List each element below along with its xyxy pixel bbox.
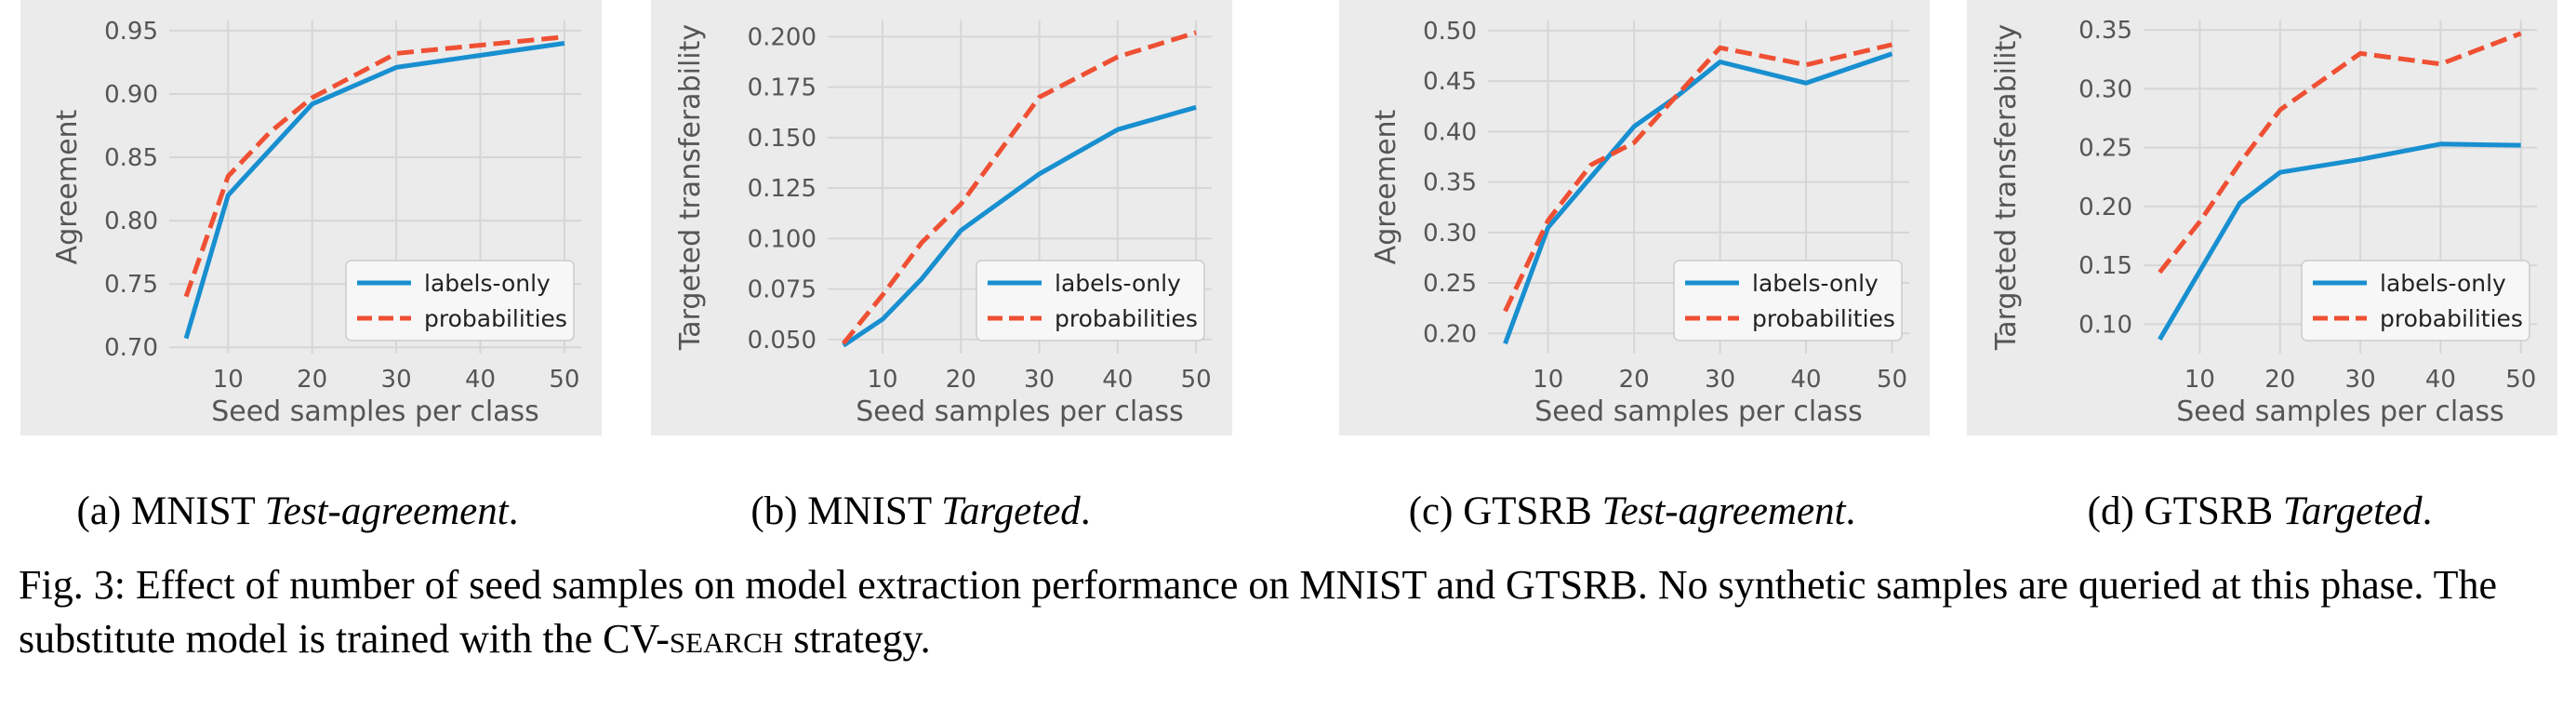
y-tick-label: 0.25 <box>1423 270 1477 298</box>
chart-background <box>651 0 1232 435</box>
y-tick-label: 0.70 <box>104 334 158 362</box>
x-tick-label: 20 <box>297 366 327 394</box>
legend: labels-only probabilities <box>2301 260 2530 342</box>
y-tick-label: 0.40 <box>1423 118 1477 146</box>
subcaption-d: (d) GTSRB Targeted. <box>2087 489 2433 533</box>
legend: labels-only probabilities <box>345 260 575 342</box>
y-tick-label: 0.075 <box>748 276 817 304</box>
subcaption-b: (b) MNIST Targeted. <box>750 489 1091 533</box>
y-tick-label: 0.200 <box>748 23 817 51</box>
legend: labels-only probabilities <box>1673 260 1903 342</box>
y-tick-label: 0.85 <box>104 144 158 172</box>
y-tick-label: 0.175 <box>748 74 817 102</box>
x-axis-label: Seed samples per class <box>211 395 539 428</box>
y-tick-label: 0.30 <box>2078 75 2132 103</box>
legend: labels-only probabilities <box>976 260 1205 342</box>
figure-caption: Fig. 3: Effect of number of seed samples… <box>19 562 2498 662</box>
x-tick-label: 50 <box>1877 366 1907 394</box>
x-tick-label: 10 <box>2184 366 2215 394</box>
x-tick-label: 10 <box>1533 366 1563 394</box>
y-tick-label: 0.100 <box>748 225 817 253</box>
series-line-labels-only <box>183 41 565 340</box>
x-tick-label: 50 <box>2505 366 2536 394</box>
series-line-labels-only <box>2158 141 2521 342</box>
x-tick-label: 50 <box>1181 366 1212 394</box>
x-tick-label: 20 <box>946 366 976 394</box>
chart-svg: 10 20 30 40 50 0.10 0.15 0.20 0.25 0.30 0.35 Seed s… <box>1967 0 2557 435</box>
chart-svg: 10 20 30 40 50 0.050 0.075 0.100 0.125 0.150 0.175… <box>651 0 1232 435</box>
y-tick-label: 0.15 <box>2078 252 2132 280</box>
x-axis-label: Seed samples per class <box>856 395 1184 428</box>
y-tick-label: 0.45 <box>1423 68 1477 96</box>
legend-label: labels-only <box>1752 270 1879 297</box>
subplot-gtsrb-targeted: 10 20 30 40 50 0.10 0.15 0.20 0.25 0.30 0.35 Seed s… <box>1967 0 2557 435</box>
legend-label: labels-only <box>2380 270 2506 297</box>
y-axis-label: Agreement <box>51 109 84 264</box>
series-line-probabilities <box>2158 31 2522 275</box>
y-tick-label: 0.35 <box>2078 17 2132 45</box>
y-axis-label: Targeted transferability <box>1990 24 2023 351</box>
x-tick-label: 30 <box>381 366 412 394</box>
subplot-mnist-test-agreement: 10 20 30 40 50 0.70 0.75 0.80 0.85 0.90 0.95 Seed s… <box>20 0 602 435</box>
y-tick-label: 0.20 <box>1423 320 1477 348</box>
series-line-probabilities <box>841 30 1197 345</box>
y-tick-label: 0.90 <box>104 81 158 109</box>
x-tick-label: 30 <box>2345 366 2376 394</box>
x-tick-label: 30 <box>1705 366 1735 394</box>
y-axis-label: Agreement <box>1370 109 1402 264</box>
subcaption-c: (c) GTSRB Test-agreement. <box>1408 489 1856 533</box>
x-tick-label: 30 <box>1024 366 1055 394</box>
y-tick-label: 0.50 <box>1423 18 1477 46</box>
y-tick-label: 0.20 <box>2078 194 2132 221</box>
y-axis-label: Targeted transferability <box>674 24 707 351</box>
x-tick-label: 40 <box>1791 366 1822 394</box>
subplot-gtsrb-test-agreement: 10 20 30 40 50 0.20 0.25 0.30 0.35 0.40 0.45 0.50 Se… <box>1339 0 1930 435</box>
y-tick-label: 0.80 <box>104 208 158 235</box>
subcaption-a: (a) MNIST Test-agreement. <box>76 489 519 533</box>
x-axis-label: Seed samples per class <box>2176 395 2504 428</box>
chart-svg: 10 20 30 40 50 0.70 0.75 0.80 0.85 0.90 0.95 Seed s… <box>20 0 602 435</box>
legend-label: labels-only <box>424 270 551 297</box>
chart-background <box>20 0 602 435</box>
series-line-labels-only <box>842 104 1197 348</box>
legend-label: probabilities <box>424 305 567 332</box>
y-tick-label: 0.150 <box>748 125 817 153</box>
x-tick-label: 20 <box>2264 366 2295 394</box>
y-tick-label: 0.10 <box>2078 311 2132 339</box>
x-tick-label: 10 <box>867 366 897 394</box>
x-tick-label: 10 <box>213 366 244 394</box>
x-tick-label: 40 <box>1102 366 1133 394</box>
y-tick-label: 0.35 <box>1423 169 1477 197</box>
y-tick-label: 0.75 <box>104 271 158 299</box>
legend-label: labels-only <box>1055 270 1181 297</box>
y-tick-label: 0.25 <box>2078 135 2132 163</box>
chart-svg: 10 20 30 40 50 0.20 0.25 0.30 0.35 0.40 0.45 0.50 Se… <box>1339 0 1930 435</box>
legend-label: probabilities <box>1752 305 1895 332</box>
x-axis-label: Seed samples per class <box>1534 395 1863 428</box>
legend-label: probabilities <box>1055 305 1198 332</box>
y-tick-label: 0.125 <box>748 175 817 203</box>
series-line-probabilities <box>1503 42 1893 313</box>
x-tick-label: 40 <box>2425 366 2456 394</box>
x-tick-label: 50 <box>549 366 579 394</box>
series-line-probabilities <box>183 34 565 298</box>
x-tick-label: 20 <box>1619 366 1650 394</box>
y-tick-label: 0.050 <box>748 327 817 355</box>
figure-row: 10 20 30 40 50 0.70 0.75 0.80 0.85 0.90 0.95 Seed s… <box>20 0 2557 533</box>
subplot-mnist-targeted: 10 20 30 40 50 0.050 0.075 0.100 0.125 0.150 0.175… <box>651 0 1232 435</box>
legend-label: probabilities <box>2380 305 2523 332</box>
x-tick-label: 40 <box>465 366 496 394</box>
chart-background <box>1967 0 2557 435</box>
y-tick-label: 0.95 <box>104 18 158 46</box>
y-tick-label: 0.30 <box>1423 220 1477 248</box>
